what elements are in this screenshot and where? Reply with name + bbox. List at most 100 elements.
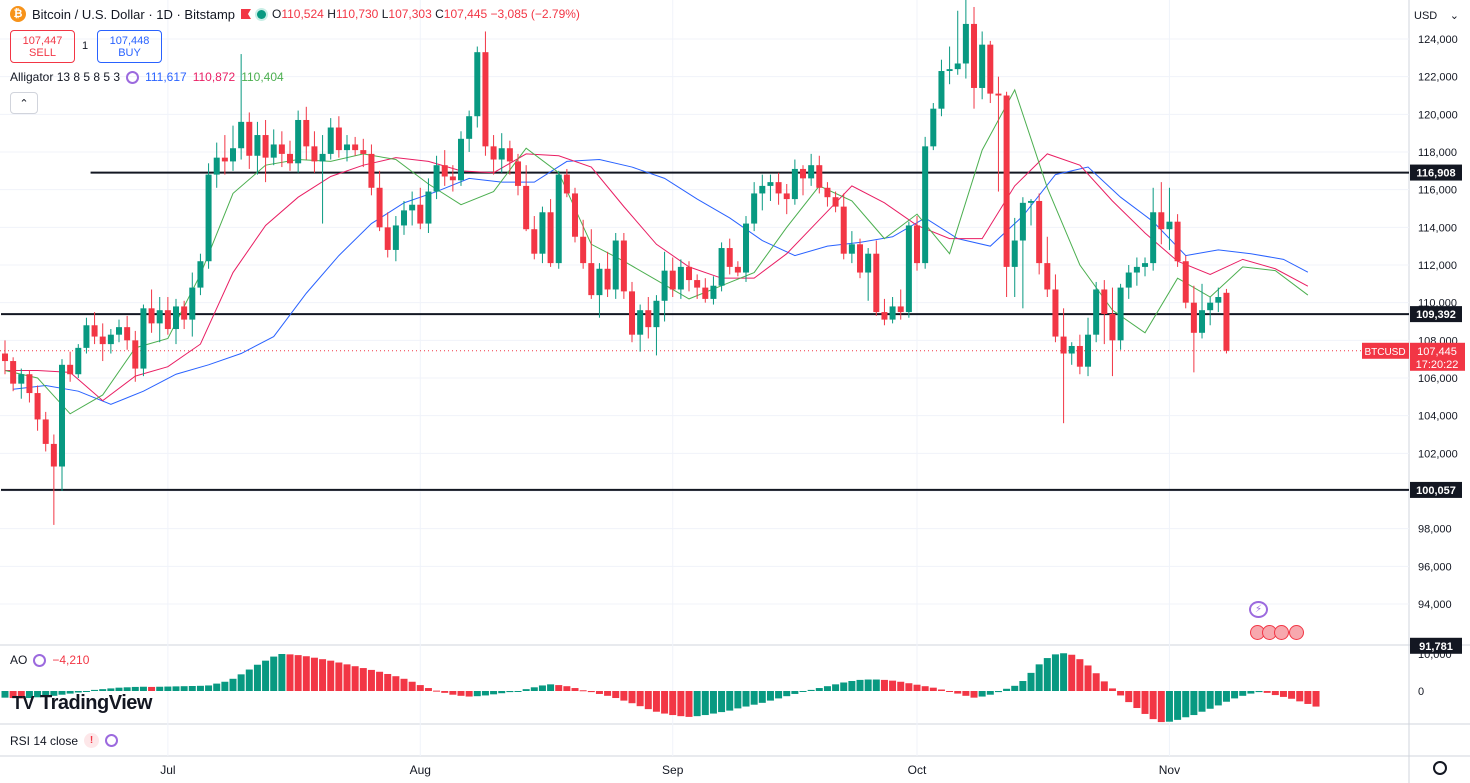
ao-bar	[1165, 691, 1173, 722]
x-tick-label: Oct	[908, 763, 927, 777]
ao-bar	[473, 691, 481, 697]
candle-body	[922, 146, 929, 264]
ao-bar	[954, 691, 962, 694]
ao-bar	[286, 654, 294, 691]
ao-bar	[1263, 691, 1271, 693]
ao-bar	[139, 686, 147, 691]
candle-body	[433, 165, 440, 192]
candle-body	[1109, 313, 1116, 341]
sell-label: SELL	[29, 46, 56, 59]
candle-body	[702, 287, 709, 299]
low-price-label: 91,781	[1419, 641, 1453, 653]
ao-bar	[1255, 691, 1263, 693]
ao-bar	[91, 689, 99, 691]
alligator-lips-line	[4, 88, 1309, 415]
ao-bar	[490, 691, 498, 695]
currency-label: USD	[1414, 9, 1438, 22]
candle-body	[213, 157, 220, 175]
rsi-legend[interactable]: RSI 14 close !	[10, 733, 119, 748]
candle-body	[816, 165, 823, 188]
ao-bar	[351, 666, 359, 691]
us-flag-icon[interactable]	[1289, 625, 1304, 640]
ao-bar	[1060, 653, 1068, 691]
us-flag-icon[interactable]	[1274, 625, 1289, 640]
candle-body	[91, 325, 98, 337]
candle-body	[287, 153, 294, 164]
level-price-label: 109,392	[1416, 309, 1456, 321]
ao-bar	[1084, 665, 1092, 691]
candle-body	[344, 144, 351, 151]
collapse-legend-button[interactable]: ⌃	[10, 92, 38, 114]
ao-bar	[82, 691, 90, 692]
candle-body	[173, 306, 180, 330]
candle-body	[865, 253, 872, 273]
candle-body	[376, 187, 383, 228]
ao-legend[interactable]: AO −4,210	[10, 653, 89, 667]
ao-bar	[628, 691, 636, 704]
ao-bar	[815, 688, 823, 691]
ao-bar	[579, 690, 587, 692]
candle-body	[335, 127, 342, 151]
candle-body	[637, 310, 644, 335]
ao-bar	[1149, 691, 1157, 720]
candle-body	[99, 336, 106, 345]
ao-bar	[1051, 654, 1059, 691]
lightning-icon[interactable]: ⚡	[1249, 601, 1268, 618]
buy-button[interactable]: 107,448 BUY	[97, 30, 162, 63]
flag-icon[interactable]	[241, 9, 251, 19]
ao-bar	[1035, 664, 1043, 691]
candle-body	[726, 248, 733, 267]
ao-bar	[636, 691, 644, 707]
candle-body	[873, 253, 880, 313]
candle-body	[767, 182, 774, 186]
indicator-settings-icon[interactable]	[126, 70, 140, 84]
rsi-settings-icon[interactable]	[105, 734, 119, 747]
ao-bar	[1247, 691, 1255, 694]
ao-bar	[563, 686, 571, 691]
ao-bar	[856, 679, 864, 691]
candle-body	[409, 204, 416, 211]
ao-bar	[376, 671, 384, 691]
countdown-label: 17:20:22	[1416, 359, 1459, 371]
candle-body	[1199, 310, 1206, 333]
y-tick-label: 120,000	[1418, 109, 1458, 121]
ao-bar	[1271, 691, 1279, 696]
candle-body	[1003, 95, 1010, 267]
ao-bar	[367, 669, 375, 691]
gear-icon[interactable]	[1433, 761, 1447, 775]
candle-body	[515, 161, 522, 186]
ao-settings-icon[interactable]	[33, 653, 47, 667]
candle-body	[441, 165, 448, 177]
currency-selector[interactable]: USD ⌄	[1414, 7, 1459, 24]
candle-body	[83, 325, 90, 348]
candle-body	[987, 44, 994, 94]
ao-bar	[612, 691, 620, 699]
open-value: 110,524	[281, 7, 324, 21]
alligator-legend[interactable]: Alligator 13 8 5 8 5 3 111,617 110,872 1…	[10, 70, 284, 84]
ao-bar	[929, 687, 937, 691]
ao-bar	[823, 686, 831, 691]
ao-bar	[1312, 691, 1320, 707]
ao-bar	[644, 691, 652, 710]
symbol-title[interactable]: Bitcoin / U.S. Dollar · 1D · Bitstamp	[32, 6, 235, 22]
symbol-header: ₿ Bitcoin / U.S. Dollar · 1D · Bitstamp …	[10, 6, 580, 22]
warning-icon[interactable]: !	[84, 733, 100, 748]
ao-bar	[1141, 691, 1149, 714]
time-axis[interactable]: Jul Aug Sep Oct Nov	[160, 763, 1180, 777]
ao-bar	[441, 691, 449, 693]
candle-body	[1207, 302, 1214, 311]
ao-bar	[34, 691, 42, 698]
price-axis[interactable]: 94,00096,00098,000100,000102,000104,0001…	[1410, 34, 1465, 698]
ao-bar	[245, 669, 253, 691]
ao-bar	[791, 691, 799, 694]
candle-body	[417, 204, 424, 224]
ao-bar	[123, 687, 131, 691]
ao-bar	[937, 689, 945, 691]
candle-body	[75, 347, 82, 375]
candle-body	[425, 191, 432, 224]
candle-body	[498, 148, 505, 160]
y-tick-label: 106,000	[1418, 373, 1458, 385]
tradingview-logo[interactable]: TV TradingView	[12, 692, 152, 715]
sell-button[interactable]: 107,447 SELL	[10, 30, 75, 63]
